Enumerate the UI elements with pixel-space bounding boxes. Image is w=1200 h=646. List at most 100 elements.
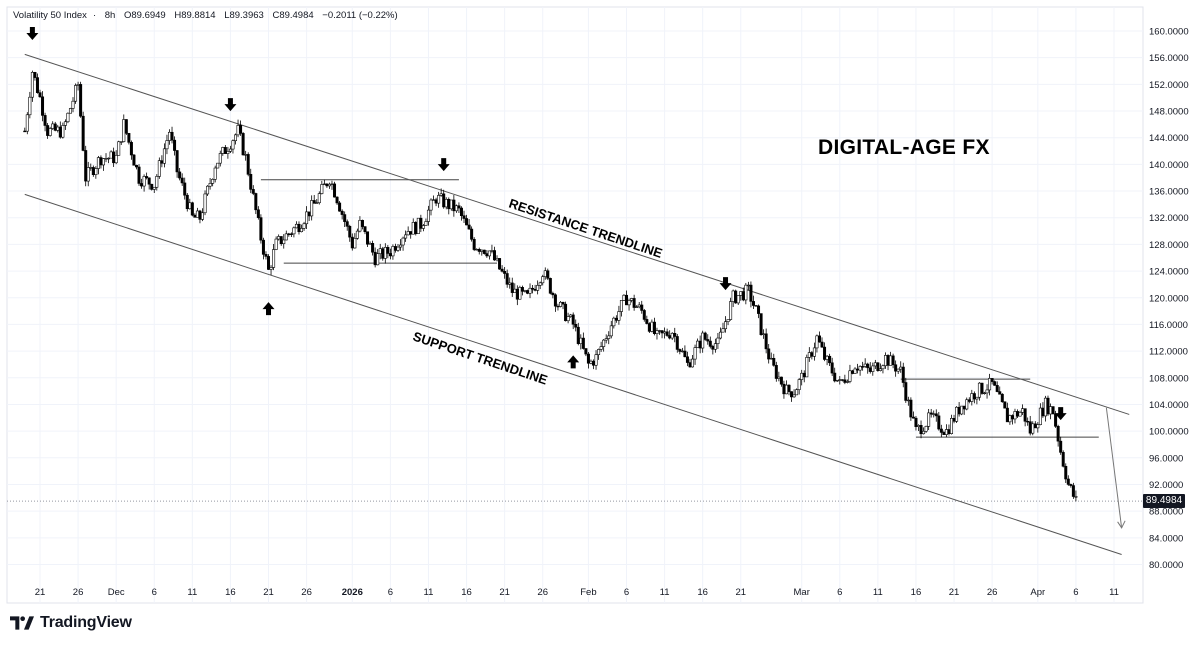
price-tick-label: 96.0000: [1149, 453, 1183, 464]
candle-up: [213, 167, 217, 180]
time-axis[interactable]: 21 26 Dec 6 11 16 21 26 2026 6 11 16 21 26 Feb 6 11 16 21 M…: [35, 587, 1119, 598]
candle-up: [107, 157, 111, 160]
candle-up: [878, 368, 882, 371]
candle-up: [274, 238, 278, 250]
candle-down: [183, 182, 187, 196]
candle-down: [802, 372, 806, 378]
candle-down: [810, 352, 814, 357]
candle-down: [533, 288, 537, 291]
candle-up: [721, 328, 725, 333]
candle-down: [698, 340, 702, 349]
resistance-trendline[interactable]: [24, 53, 1130, 415]
price-tick-label: 116.0000: [1149, 320, 1188, 331]
candle-up: [203, 193, 207, 214]
candle-down: [1051, 406, 1055, 415]
projection-arrow-line[interactable]: [1105, 407, 1123, 528]
candle-down: [886, 355, 890, 366]
candle-down: [584, 348, 588, 355]
candle-down: [850, 370, 854, 374]
candle-up: [1036, 424, 1040, 429]
candle-up: [411, 222, 415, 235]
candle-down: [937, 415, 941, 430]
candle-down: [81, 115, 85, 151]
price-axis[interactable]: 160.0000 156.0000 152.0000 148.0000 144.0000…: [1149, 27, 1189, 572]
candle-down: [640, 304, 644, 311]
candle-down: [708, 340, 712, 347]
high-value: H89.8814: [174, 10, 216, 21]
candle-down: [556, 305, 560, 308]
candle-down: [790, 391, 794, 398]
candle-down: [58, 126, 62, 138]
price-tick-label: 84.0000: [1149, 533, 1183, 544]
tradingview-brand[interactable]: TradingView: [10, 614, 132, 632]
candle-up: [96, 157, 100, 169]
candle-down: [340, 210, 344, 215]
candle-down: [901, 366, 905, 383]
candle-up: [627, 300, 631, 306]
candle-down: [1000, 393, 1004, 403]
candle-up: [658, 330, 662, 332]
candle-down: [223, 147, 227, 154]
candle-up: [604, 338, 608, 341]
candle-up: [218, 153, 222, 164]
candle-down: [371, 243, 375, 253]
candle-down: [1071, 485, 1075, 497]
candle-up: [807, 352, 811, 358]
candle-down: [373, 251, 377, 266]
candle-down: [84, 150, 88, 182]
candle-down: [754, 305, 758, 307]
candle-up: [950, 418, 954, 434]
candle-up: [622, 294, 626, 301]
candle-up: [155, 176, 159, 188]
candle-up: [424, 221, 428, 226]
support-trendline[interactable]: [24, 193, 1122, 555]
candle-down: [632, 298, 636, 308]
candle-down: [625, 294, 629, 306]
candle-up: [762, 333, 766, 335]
candle-down: [442, 193, 446, 208]
candle-down: [434, 199, 438, 204]
signal-arrows: [26, 27, 1067, 421]
candle-down: [1023, 408, 1027, 422]
symbol-legend[interactable]: Volatility 50 Index · 8h O89.6949 H89.881…: [13, 10, 404, 21]
candle-up: [495, 258, 499, 261]
candle-up: [1043, 397, 1047, 417]
candle-up: [569, 314, 573, 317]
candle-up: [835, 379, 839, 382]
time-tick-label: 16: [911, 587, 922, 598]
candle-up: [421, 225, 425, 229]
candle-up: [863, 363, 867, 367]
watermark-text: DIGITAL-AGE FX: [818, 136, 990, 159]
candle-up: [977, 382, 981, 398]
candle-down: [134, 164, 138, 168]
time-tick-label: 26: [537, 587, 548, 598]
candle-down: [482, 249, 486, 254]
candle-down: [774, 365, 778, 379]
down-arrow-icon: [437, 158, 450, 172]
candle-up: [635, 306, 639, 308]
candle-up: [718, 331, 722, 339]
candle-up: [320, 184, 324, 194]
candle-down: [711, 346, 715, 350]
candle-down: [414, 222, 418, 234]
candle-up: [602, 339, 606, 347]
candle-down: [279, 236, 283, 245]
candle-down: [843, 379, 847, 383]
candle-up: [195, 210, 199, 218]
candle-down: [53, 123, 57, 131]
candle-up: [437, 195, 441, 204]
candle-up: [426, 209, 430, 222]
candle-up: [305, 211, 309, 225]
candle-up: [769, 357, 773, 360]
candle-up: [701, 332, 705, 349]
candle-up: [871, 365, 875, 372]
candle-down: [734, 290, 738, 304]
candle-up: [663, 331, 667, 334]
candle-down: [160, 160, 164, 164]
plot-area: [6, 6, 1144, 604]
candle-up: [404, 234, 408, 239]
time-tick-label: 2026: [342, 587, 363, 598]
candle-down: [409, 231, 413, 235]
